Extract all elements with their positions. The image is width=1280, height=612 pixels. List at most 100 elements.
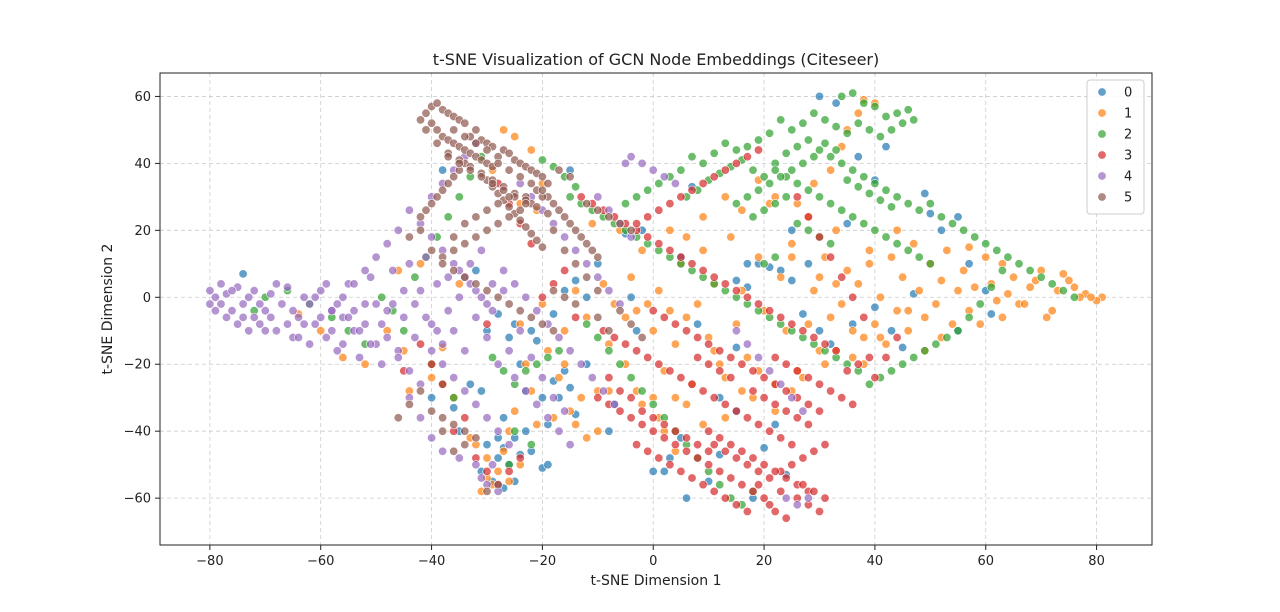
data-point — [753, 299, 763, 309]
data-point — [837, 158, 847, 168]
x-tick-label: −20 — [529, 554, 556, 569]
data-point — [659, 466, 669, 476]
data-point — [316, 286, 326, 296]
data-point — [637, 406, 647, 416]
data-point — [210, 306, 220, 316]
data-point — [720, 399, 730, 409]
data-point — [288, 306, 298, 316]
data-point — [443, 306, 453, 316]
y-tick-label: 60 — [134, 90, 151, 105]
data-point — [753, 480, 763, 490]
data-point — [449, 172, 459, 182]
data-point — [637, 158, 647, 168]
ticks-layer: −80 −60 −40 −20 0 20 40 60 80 −60 −40 −20 0 20 40 60 — [124, 90, 1105, 569]
data-point — [765, 500, 775, 510]
data-point — [898, 272, 908, 282]
data-point — [504, 165, 514, 175]
x-axis-title: t-SNE Dimension 1 — [591, 573, 722, 589]
data-point — [504, 346, 514, 356]
data-point — [321, 279, 331, 289]
data-point — [460, 386, 470, 396]
data-point — [332, 299, 342, 309]
data-point — [709, 486, 719, 496]
data-point — [798, 480, 808, 490]
y-tick-label: 20 — [134, 224, 151, 239]
data-point — [593, 272, 603, 282]
data-point — [393, 352, 403, 362]
data-point — [526, 179, 536, 189]
data-point — [487, 460, 497, 470]
data-point — [859, 172, 869, 182]
data-point — [465, 379, 475, 389]
data-point — [216, 279, 226, 289]
data-point — [238, 269, 248, 279]
data-point — [770, 252, 780, 262]
data-point — [632, 440, 642, 450]
data-point — [709, 172, 719, 182]
data-point — [981, 252, 991, 262]
legend-label: 4 — [1124, 170, 1132, 185]
data-point — [864, 189, 874, 199]
data-point — [482, 486, 492, 496]
data-point — [415, 225, 425, 235]
data-point — [205, 299, 215, 309]
data-point — [482, 299, 492, 309]
data-point — [809, 108, 819, 118]
data-point — [560, 359, 570, 369]
data-point — [443, 272, 453, 282]
data-point — [776, 272, 786, 282]
data-point — [731, 453, 741, 463]
data-point — [449, 245, 459, 255]
data-point — [460, 413, 470, 423]
data-point — [814, 91, 824, 101]
data-point — [427, 393, 437, 403]
data-point — [798, 326, 808, 336]
data-point — [499, 185, 509, 195]
data-point — [526, 312, 536, 322]
data-point — [510, 426, 520, 436]
data-point — [510, 373, 520, 383]
data-point — [632, 219, 642, 229]
data-point — [593, 393, 603, 403]
data-point — [909, 352, 919, 362]
data-point — [582, 292, 592, 302]
data-point — [537, 373, 547, 383]
data-point — [537, 393, 547, 403]
data-point — [892, 108, 902, 118]
data-point — [842, 366, 852, 376]
data-point — [499, 413, 509, 423]
data-point — [898, 342, 908, 352]
data-point — [460, 440, 470, 450]
data-point — [571, 245, 581, 255]
data-point — [238, 312, 248, 322]
legend-label: 2 — [1124, 128, 1132, 143]
data-point — [781, 406, 791, 416]
data-point — [997, 265, 1007, 275]
data-point — [471, 265, 481, 275]
legend: 0 1 2 3 4 5 — [1086, 79, 1145, 215]
data-point — [909, 239, 919, 249]
data-point — [493, 466, 503, 476]
data-point — [537, 292, 547, 302]
data-point — [970, 282, 980, 292]
data-point — [731, 500, 741, 510]
data-point — [731, 342, 741, 352]
data-point — [404, 399, 414, 409]
data-point — [959, 225, 969, 235]
data-point — [814, 192, 824, 202]
data-point — [493, 199, 503, 209]
data-point — [665, 460, 675, 470]
data-point — [582, 199, 592, 209]
data-point — [737, 480, 747, 490]
data-point — [698, 480, 708, 490]
data-point — [454, 192, 464, 202]
data-point — [643, 212, 653, 222]
data-point — [792, 142, 802, 152]
data-point — [427, 373, 437, 383]
x-tick-label: −60 — [307, 554, 334, 569]
data-point — [626, 272, 636, 282]
data-point — [504, 332, 514, 342]
data-point — [576, 232, 586, 242]
data-point — [432, 125, 442, 135]
data-point — [931, 339, 941, 349]
